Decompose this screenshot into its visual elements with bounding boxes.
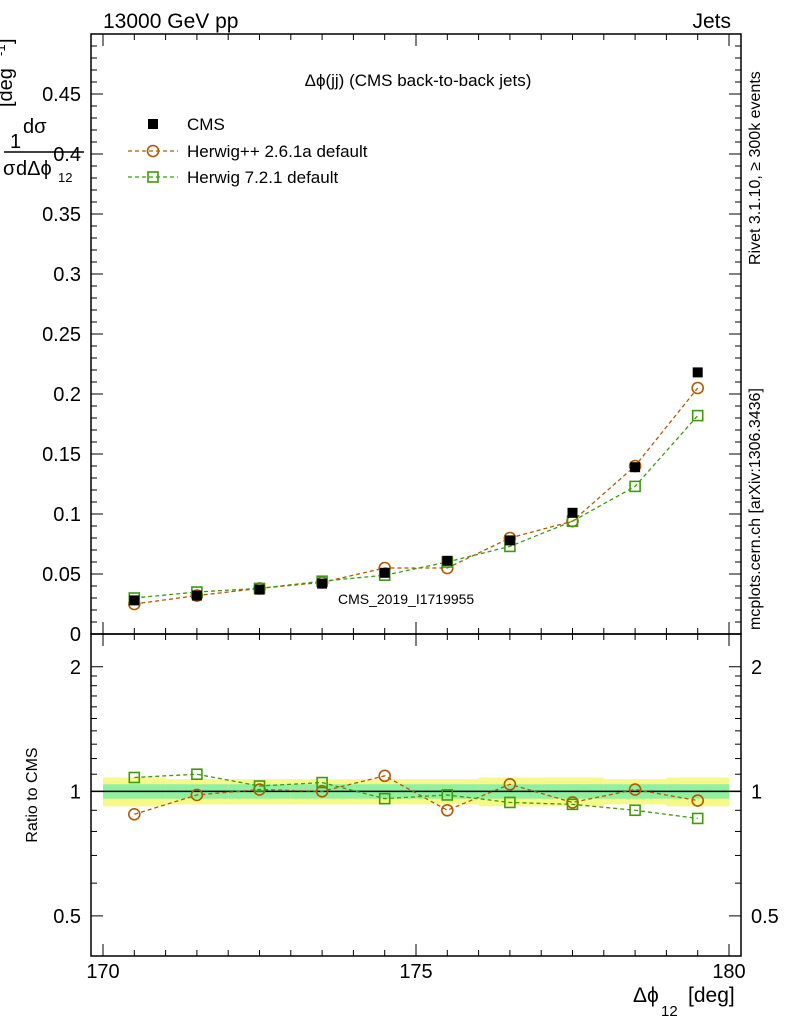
y-tick-label: 0.4 (53, 144, 81, 166)
ratio-point (691, 794, 705, 807)
legend-label: CMS (187, 115, 225, 134)
data-point (692, 367, 703, 378)
svg-text:1: 1 (10, 131, 21, 153)
x-tick-label: 175 (399, 961, 432, 983)
data-point (191, 590, 202, 601)
ratio-y-axis-label: Ratio to CMS (24, 747, 41, 842)
ratio-panel-series (128, 768, 705, 825)
series-line (134, 387, 699, 605)
header-right-label: Jets (692, 10, 731, 33)
data-point (129, 595, 140, 606)
ratio-point (378, 769, 392, 783)
svg-text:12: 12 (661, 1003, 678, 1020)
ratio-point (628, 783, 642, 796)
x-tick-labels: 170 175 180 (86, 961, 745, 983)
chart-title: Δϕ(jj) (CMS back-to-back jets) (305, 71, 532, 90)
y-tick-label: 0 (70, 624, 81, 646)
ratio-point (316, 776, 328, 789)
ratio-panel-frame (90, 633, 742, 957)
legend-label: Herwig 7.2.1 default (187, 168, 338, 187)
ratio-point (315, 785, 329, 798)
main-panel-y-tick-labels: 0 0.05 0.1 0.15 0.2 0.25 0.3 0.35 0.4 0.45 (42, 84, 81, 646)
main-y-axis-label: 1 dσ σ dΔϕ 12 [deg -1 ] (0, 38, 84, 185)
ratio-point (191, 768, 203, 781)
data-point (317, 578, 328, 589)
svg-text:Δϕ: Δϕ (633, 984, 659, 1007)
header-left-label: 13000 GeV pp (103, 10, 238, 33)
ratio-series-line (134, 775, 698, 815)
y-tick-label: 0.35 (42, 204, 81, 226)
series-line (134, 415, 699, 599)
ratio-point (128, 808, 141, 821)
svg-text:]: ] (0, 38, 17, 44)
ratio-point (504, 796, 516, 809)
ratio-point (691, 812, 704, 825)
data-point (567, 507, 578, 518)
ratio-series-line (134, 773, 698, 820)
ratio-point (441, 789, 454, 801)
ratio-point (128, 771, 141, 784)
legend-marker (146, 144, 160, 158)
y-tick-label: 0.45 (42, 84, 81, 106)
svg-text:dΔϕ: dΔϕ (16, 158, 52, 180)
ratio-point (440, 803, 454, 817)
y-tick-label: 0.3 (53, 264, 81, 286)
rivet-side-label: Rivet 3.1.10, ≥ 300k events (747, 71, 764, 265)
ratio-point (378, 792, 391, 805)
ratio-panel: 0.5 0.51 12 2 Ratio to CMS 170 175 180 Δϕ 12 … (24, 633, 779, 1020)
y-tick-label: 0.1 (53, 504, 81, 526)
svg-text:-1: -1 (0, 44, 8, 56)
legend: CMS Herwig++ 2.6.1a default Herwig 7.2.1 d… (128, 115, 368, 187)
y-tick-label: 2 (70, 657, 81, 679)
data-point (254, 584, 265, 595)
ratio-point (566, 798, 579, 811)
ratio-uncertainty-band (91, 777, 741, 807)
legend-marker (148, 119, 158, 129)
svg-text:σ: σ (3, 158, 16, 180)
y-tick-label: 0.05 (42, 564, 81, 586)
x-tick-label: 180 (712, 961, 745, 983)
ratio-panel-y-tick-labels: 0.5 0.5 1 1 2 2 (53, 657, 779, 928)
data-point (691, 409, 704, 422)
mcplots-side-label: mcplots.cern.ch [arXiv:1306.3436] (747, 388, 764, 630)
y-tick-label-right: 0.5 (751, 906, 779, 928)
data-point (630, 462, 641, 473)
data-point (379, 567, 390, 578)
y-tick-label: 0.25 (42, 324, 81, 346)
main-panel-ticks (91, 34, 741, 635)
x-tick-label: 170 (86, 961, 119, 983)
data-point (504, 535, 515, 546)
watermark: CMS_2019_I1719955 (338, 591, 474, 607)
y-tick-label: 0.15 (42, 444, 81, 466)
ratio-point (503, 777, 517, 791)
ratio-point (629, 804, 641, 817)
svg-text:12: 12 (58, 170, 72, 185)
data-point (442, 555, 453, 566)
data-point (691, 381, 705, 395)
legend-label: Herwig++ 2.6.1a default (187, 142, 368, 161)
svg-text:[deg: [deg (0, 68, 17, 107)
x-axis-label: Δϕ 12 [deg] (633, 984, 735, 1020)
svg-text:[deg]: [deg] (688, 984, 735, 1007)
y-tick-label-right: 1 (751, 781, 762, 803)
y-tick-label-right: 2 (751, 657, 762, 679)
svg-text:dσ: dσ (23, 116, 47, 138)
y-tick-label: 1 (70, 781, 81, 803)
data-point (629, 480, 641, 493)
ratio-panel-ticks (91, 634, 741, 956)
y-tick-label: 0.2 (53, 384, 81, 406)
legend-marker (147, 171, 159, 183)
main-panel: 0 0.05 0.1 0.15 0.2 0.25 0.3 0.35 0.4 0.45 CMS_20… (0, 33, 742, 646)
main-panel-series (128, 367, 705, 611)
ratio-point (190, 788, 204, 802)
ratio-point (253, 780, 266, 792)
y-tick-label: 0.5 (53, 906, 81, 928)
